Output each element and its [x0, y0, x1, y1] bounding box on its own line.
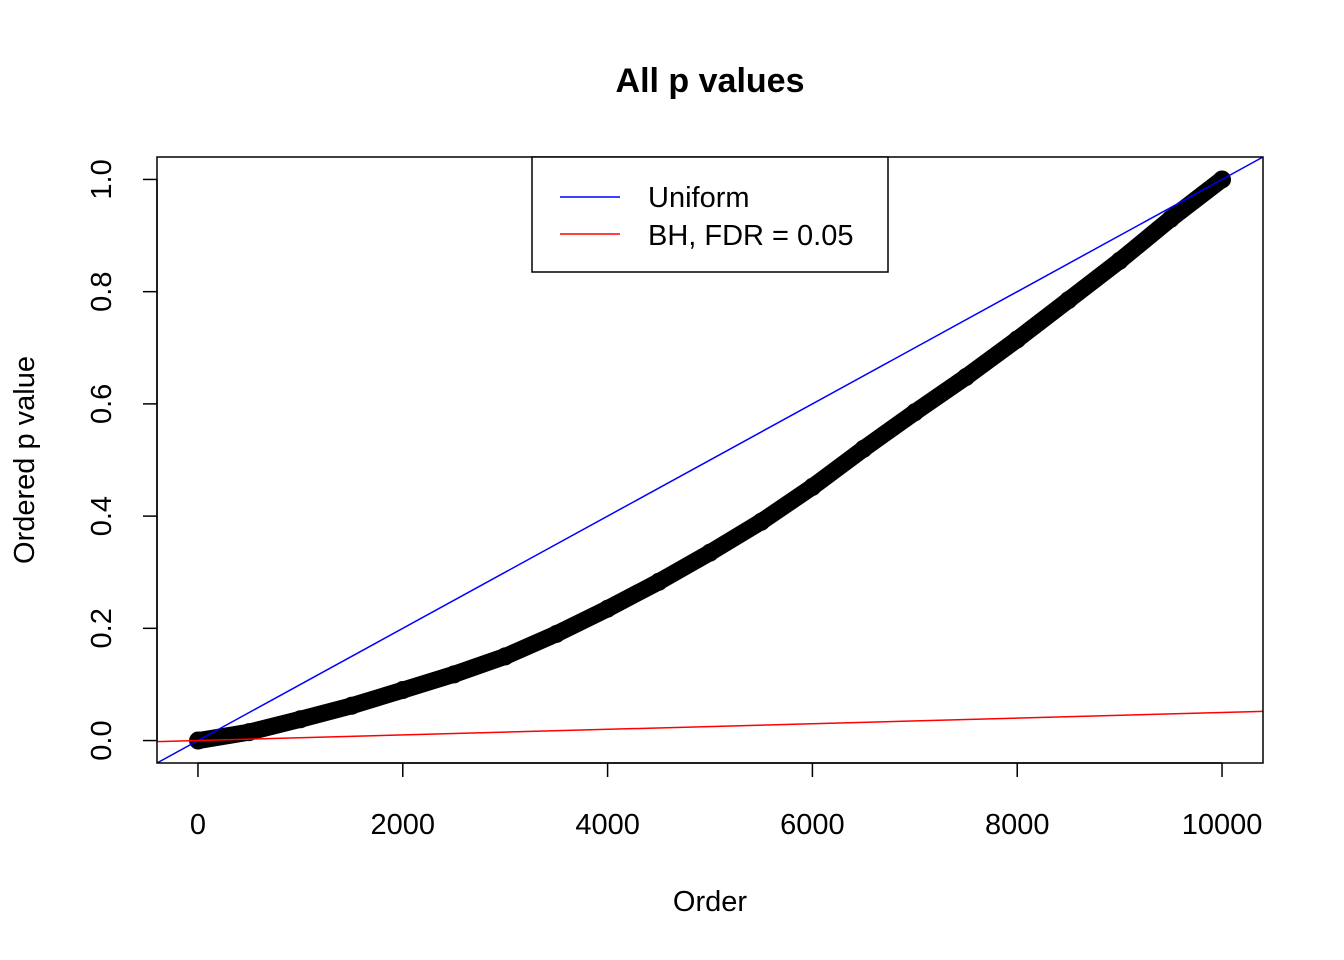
legend-label-uniform: Uniform — [648, 182, 750, 214]
uniform-line — [156, 156, 1264, 764]
data-point — [803, 477, 822, 496]
chart-title: All p values — [616, 62, 805, 100]
legend-box — [531, 156, 889, 273]
y-tick-label: 0.0 — [86, 720, 118, 760]
reference-lines — [156, 156, 1264, 764]
data-point — [957, 367, 976, 386]
data-point — [342, 696, 361, 715]
data-point — [701, 543, 719, 562]
y-axis-label: Ordered p value — [9, 356, 41, 564]
x-axis-label: Order — [673, 886, 747, 918]
data-point — [905, 403, 924, 422]
data-point — [1213, 170, 1232, 189]
data-point — [752, 512, 771, 531]
legend-label-bh: BH, FDR = 0.05 — [648, 220, 854, 252]
x-tick-label: 8000 — [985, 809, 1050, 841]
x-axis: 0 2000 4000 6000 8000 10000 — [190, 762, 1263, 841]
data-point — [547, 624, 566, 643]
x-tick-label: 4000 — [575, 809, 640, 841]
data-point — [444, 665, 463, 684]
y-tick-label: 0.4 — [86, 496, 118, 536]
x-tick-label: 2000 — [371, 809, 436, 841]
data-point — [496, 647, 515, 666]
bh-line — [156, 710, 1264, 743]
data-point — [649, 572, 668, 591]
y-tick-label: 1.0 — [86, 159, 118, 199]
x-tick-label: 10000 — [1182, 809, 1263, 841]
data-point — [240, 723, 259, 742]
data-point — [1110, 251, 1129, 270]
data-point — [598, 599, 617, 618]
y-tick-label: 0.6 — [86, 384, 118, 424]
data-point — [854, 439, 873, 458]
series-layer — [189, 170, 1232, 750]
x-tick-label: 0 — [190, 809, 206, 841]
points-band — [189, 170, 1231, 750]
legend: Uniform BH, FDR = 0.05 — [531, 156, 889, 273]
y-axis: 0.0 0.2 0.4 0.6 0.8 1.0 — [86, 159, 158, 761]
x-tick-label: 6000 — [780, 809, 845, 841]
data-point — [1059, 291, 1078, 310]
y-tick-label: 0.2 — [86, 608, 118, 648]
data-point — [1161, 209, 1180, 228]
data-point — [1008, 330, 1027, 349]
data-point — [291, 710, 310, 729]
data-point — [393, 681, 412, 700]
y-tick-label: 0.8 — [86, 272, 118, 312]
